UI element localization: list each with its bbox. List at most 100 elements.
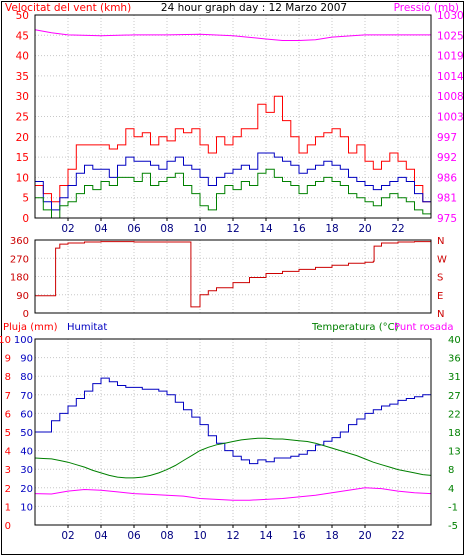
wind-speed-tick-label: 45 [16, 30, 29, 42]
humidity-tick-label: 10 [20, 502, 33, 513]
rain-tick-label: 4 [5, 447, 11, 458]
rain-tick-label: 8 [5, 372, 11, 383]
temperature-tick-label: 36 [448, 354, 461, 365]
direction-plot-frame [34, 239, 432, 314]
wind-speed-axis-title: Velocitat del vent (kmh) [5, 2, 131, 14]
climate-x-tick-label: 18 [325, 530, 338, 542]
temperature-axis-title: Temperatura (°C) [311, 322, 399, 333]
rain-tick-label: 2 [5, 484, 11, 495]
wind-x-tick-label: 16 [292, 223, 306, 235]
humidity-tick-label: 50 [20, 428, 33, 439]
climate-series-green [34, 437, 432, 479]
temperature-tick-label: 22 [448, 409, 461, 420]
temperature-tick-label: -5 [448, 521, 458, 532]
compass-tick-label: N [437, 309, 444, 320]
direction-tick-label: 270 [10, 254, 29, 265]
pressure-tick-label: 1003 [437, 112, 464, 124]
rain-tick-label: 7 [5, 391, 11, 402]
rain-tick-label: 3 [5, 465, 11, 476]
climate-x-tick-label: 14 [259, 530, 273, 542]
compass-tick-label: W [437, 254, 447, 265]
direction-tick-label: 360 [10, 236, 29, 247]
pressure-tick-label: 1008 [437, 91, 464, 103]
compass-tick-label: S [437, 273, 443, 284]
pressure-tick-label: 1025 [437, 30, 464, 42]
wind-speed-tick-label: 15 [16, 152, 29, 164]
rain-tick-label: 9 [5, 354, 11, 365]
humidity-tick-label: 90 [20, 354, 33, 365]
humidity-tick-label: 80 [20, 372, 33, 383]
temperature-tick-label: 18 [448, 428, 461, 439]
climate-x-tick-label: 08 [160, 530, 173, 542]
wind-series-red [35, 95, 432, 203]
wind-speed-tick-label: 30 [16, 91, 29, 103]
pressure-tick-label: 986 [437, 172, 457, 184]
direction-series-red [35, 241, 431, 308]
rain-tick-label: 1 [5, 502, 11, 513]
wind-series-magenta [34, 29, 431, 41]
humidity-tick-label: 30 [20, 465, 33, 476]
wind-speed-tick-label: 0 [22, 213, 29, 225]
wind-x-tick-label: 14 [259, 223, 273, 235]
pressure-tick-label: 1014 [437, 71, 464, 83]
direction-tick-label: 0 [23, 309, 29, 320]
direction-tick-label: 180 [10, 273, 29, 284]
pressure-tick-label: 1019 [437, 51, 464, 63]
wind-x-tick-label: 10 [193, 223, 206, 235]
wind-x-tick-label: 12 [226, 223, 239, 235]
wind-x-tick-label: 18 [325, 223, 338, 235]
wind-x-tick-label: 02 [61, 223, 74, 235]
pressure-axis-title: Pressió (mb) [394, 2, 459, 14]
wind-speed-tick-label: 50 [16, 10, 29, 22]
wind-speed-tick-label: 10 [16, 172, 29, 184]
temperature-tick-label: 4 [448, 484, 454, 495]
pressure-tick-label: 992 [437, 152, 457, 164]
compass-tick-label: N [437, 236, 444, 247]
wind-x-tick-label: 04 [94, 223, 108, 235]
compass-tick-label: E [437, 291, 443, 302]
pressure-tick-label: 997 [437, 132, 457, 144]
wind-speed-tick-label: 20 [16, 132, 29, 144]
climate-x-tick-label: 12 [226, 530, 239, 542]
pressure-tick-label: 981 [437, 193, 457, 205]
temperature-tick-label: 27 [448, 391, 461, 402]
humidity-tick-label: 100 [14, 335, 33, 346]
rain-tick-label: 5 [5, 428, 11, 439]
rain-tick-label: 6 [5, 409, 11, 420]
climate-x-tick-label: 20 [358, 530, 371, 542]
wind-speed-tick-label: 35 [16, 71, 29, 83]
chart-title: 24 hour graph day : 12 Marzo 2007 [161, 2, 347, 14]
wind-x-tick-label: 22 [391, 223, 404, 235]
climate-grid [34, 338, 432, 526]
rain-tick-label: 0 [5, 521, 11, 532]
temperature-tick-label: 13 [448, 447, 461, 458]
humidity-tick-label: 70 [20, 391, 33, 402]
temperature-tick-label: 31 [448, 372, 461, 383]
climate-x-tick-label: 02 [61, 530, 74, 542]
wind-speed-tick-label: 5 [22, 193, 29, 205]
humidity-tick-label: 40 [20, 447, 33, 458]
humidity-tick-label: 20 [20, 484, 33, 495]
dew-point-axis-title: Punt rosada [394, 322, 453, 333]
wind-x-tick-label: 20 [358, 223, 371, 235]
direction-tick-label: 90 [16, 291, 29, 302]
climate-series-magenta [34, 487, 432, 501]
wind-series-blue [35, 152, 432, 211]
temperature-tick-label: 8 [448, 465, 454, 476]
climate-x-tick-label: 04 [94, 530, 108, 542]
wind-x-tick-label: 06 [127, 223, 141, 235]
climate-x-tick-label: 16 [292, 530, 306, 542]
pressure-tick-label: 975 [437, 213, 457, 225]
wind-speed-tick-label: 25 [16, 112, 29, 124]
direction-grid [34, 239, 432, 314]
temperature-tick-label: -1 [448, 502, 458, 513]
humidity-tick-label: 60 [20, 409, 33, 420]
climate-x-tick-label: 22 [391, 530, 404, 542]
wind-series-green [35, 168, 432, 219]
rain-tick-label: 10 [0, 335, 11, 346]
temperature-tick-label: 40 [448, 335, 461, 346]
wind-x-tick-label: 08 [160, 223, 173, 235]
